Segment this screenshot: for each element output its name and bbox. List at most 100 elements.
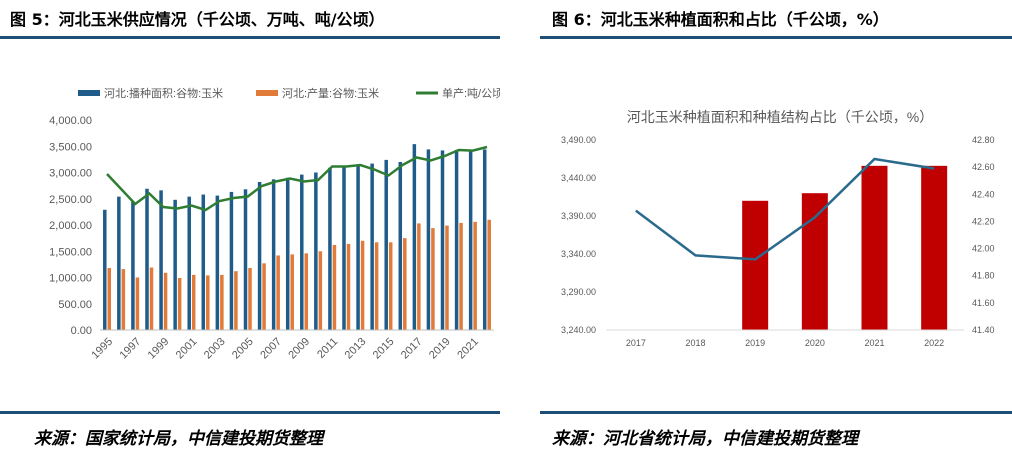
area-bar (342, 166, 346, 330)
right-y-tick-label: 42.00 (972, 244, 995, 254)
output-bar (459, 222, 463, 330)
area-bar (271, 179, 276, 330)
output-bar (487, 219, 491, 330)
output-bar (206, 275, 210, 330)
x-tick-label: 2001 (174, 336, 200, 362)
area-bar (300, 174, 304, 330)
area-bar (370, 163, 374, 330)
x-tick-label: 2007 (258, 336, 284, 362)
right-y-tick-label: 41.60 (972, 298, 995, 308)
right-y-tick-label: 42.40 (972, 189, 995, 199)
x-tick-label: 2022 (924, 338, 944, 348)
left-supply-chart: 河北:播种面积:谷物:玉米 河北:产量:谷物:玉米 单产:吨/公顷 0.00 500.0… (49, 86, 500, 362)
area-bar (187, 196, 191, 330)
area-bar (285, 177, 290, 330)
output-bar (290, 254, 294, 330)
left-y-tick-label: 4,000.00 (49, 115, 92, 127)
share-line (635, 157, 935, 261)
left-y-tick-label: 3,490.00 (561, 135, 596, 145)
chart-title: 河北玉米种植面积和种植结构占比（千公顷，%） (627, 109, 933, 125)
left-y-tick-label: 3,240.00 (561, 325, 596, 335)
output-bar (388, 242, 393, 330)
output-bar (262, 263, 266, 330)
legend-label-1: 河北:播种面积:谷物:玉米 (104, 86, 223, 100)
x-tick-label: 2005 (230, 336, 256, 362)
x-tick-label: 2015 (371, 336, 397, 362)
output-bar (163, 272, 168, 330)
area-bar (215, 195, 220, 330)
area-bar (742, 200, 769, 330)
output-bar (107, 268, 112, 330)
x-tick-label: 2017 (626, 338, 646, 348)
output-bar (403, 238, 407, 330)
right-y-tick-label: 41.40 (972, 325, 995, 335)
right-source-rule (540, 411, 1012, 414)
output-bar (346, 243, 351, 330)
output-bar (177, 278, 182, 330)
area-bar (257, 181, 262, 330)
area-bar (201, 194, 206, 330)
area-bar (861, 165, 888, 330)
x-tick-label: 2013 (343, 336, 369, 362)
left-title-rule (0, 36, 500, 39)
left-y-tick-label: 0.00 (71, 325, 92, 337)
right-y-tick-label: 42.60 (972, 162, 995, 172)
output-bar (374, 242, 379, 330)
area-bar (131, 201, 135, 330)
area-bar (328, 167, 332, 330)
area-bar (412, 144, 417, 330)
area-bar (468, 150, 473, 330)
legend-label-2: 河北:产量:谷物:玉米 (282, 86, 379, 100)
x-tick-label: 2011 (315, 336, 340, 361)
output-bar (473, 221, 477, 330)
legend-swatch-2 (256, 90, 278, 96)
x-tick-label: 1999 (146, 336, 172, 362)
x-tick-label: 2020 (805, 338, 825, 348)
output-bar (149, 267, 154, 330)
output-bar (191, 274, 196, 330)
output-bar (360, 240, 365, 330)
area-bar (384, 159, 388, 330)
right-figure-panel: 图 6：河北玉米种植面积和占比（千公顷，%） 河北玉米种植面积和种植结构占比（千… (540, 0, 1012, 461)
output-bar (135, 277, 140, 330)
right-title-rule (540, 36, 1012, 39)
output-bar (121, 269, 126, 330)
area-bar (314, 172, 318, 330)
output-bar (431, 228, 435, 330)
area-bar (103, 209, 107, 330)
area-bar (482, 149, 487, 330)
area-bar (921, 165, 948, 330)
area-bar (454, 149, 459, 330)
area-bar (145, 188, 149, 330)
left-y-tick-label: 3,440.00 (561, 173, 596, 183)
right-area-share-chart: 河北玉米种植面积和种植结构占比（千公顷，%） 3,240.00 3,290.00 3,… (561, 109, 995, 348)
left-y-tick-label: 1,500.00 (49, 246, 92, 258)
right-source-note: 来源：河北省统计局，中信建投期货整理 (552, 429, 858, 449)
x-tick-label: 1995 (89, 336, 115, 362)
left-y-tick-label: 2,000.00 (49, 220, 92, 232)
left-figure-panel: 图 5：河北玉米供应情况（千公顷、万吨、吨/公顷） 河北:播种面积:谷物:玉米河… (0, 0, 500, 461)
right-y-tick-label: 41.80 (972, 271, 995, 281)
output-bar (248, 268, 252, 330)
output-bar (220, 274, 224, 330)
x-tick-label: 2021 (455, 336, 481, 362)
output-bar (234, 271, 238, 330)
area-bar (229, 191, 234, 330)
output-bar (304, 253, 309, 330)
x-tick-label: 2021 (864, 338, 884, 348)
x-tick-label: 1997 (118, 336, 144, 362)
output-bar (318, 251, 323, 330)
left-y-tick-label: 500.00 (58, 299, 92, 311)
left-y-tick-label: 3,500.00 (49, 141, 92, 153)
area-bar (117, 196, 121, 330)
area-bar (356, 164, 360, 330)
right-y-tick-label: 42.20 (972, 216, 995, 226)
output-bar (417, 223, 421, 330)
area-bar (159, 190, 163, 330)
area-bar (398, 162, 403, 330)
left-source-note: 来源：国家统计局，中信建投期货整理 (34, 429, 323, 449)
area-bar (173, 199, 177, 330)
area-bar (801, 193, 828, 330)
x-tick-label: 2009 (286, 336, 312, 362)
x-tick-label: 2019 (427, 336, 453, 362)
